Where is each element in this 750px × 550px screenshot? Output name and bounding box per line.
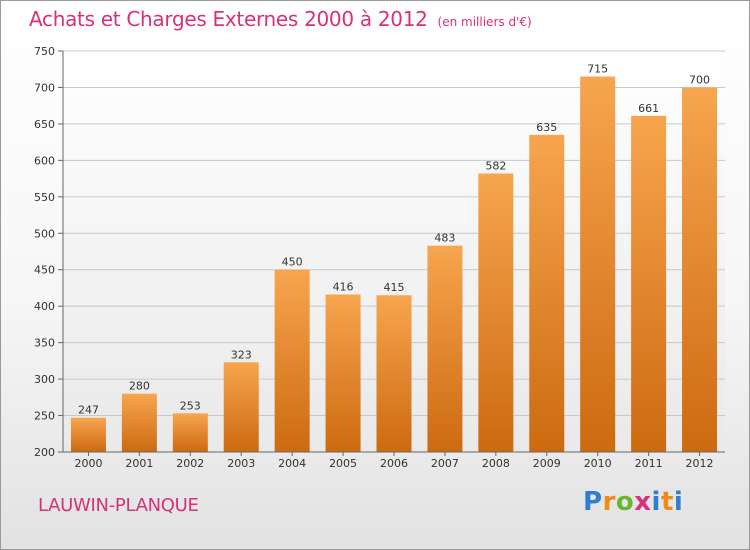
- bar-2003: [223, 362, 259, 452]
- bar-2012: [682, 87, 718, 453]
- data-label-2002: 253: [180, 399, 201, 412]
- data-label-2009: 635: [536, 121, 557, 134]
- x-tick-label-2004: 2004: [278, 457, 306, 470]
- logo-letter: o: [615, 487, 635, 517]
- x-tick-label-2006: 2006: [380, 457, 408, 470]
- data-label-2004: 450: [282, 256, 303, 269]
- bar-2000: [70, 417, 106, 452]
- bar-2009: [529, 134, 565, 452]
- x-tick-label-2011: 2011: [635, 457, 663, 470]
- logo-letter: x: [634, 487, 652, 517]
- data-label-2008: 582: [485, 159, 506, 172]
- y-tick-label: 350: [34, 337, 55, 350]
- x-tick-label-2003: 2003: [227, 457, 255, 470]
- x-axis-ticks: 2000 2001 2002 2003 2004 2005 2006 2007 2008 2009…: [74, 452, 714, 470]
- chart-unit-label: (en milliers d'€): [437, 15, 532, 29]
- x-tick-label-2007: 2007: [431, 457, 459, 470]
- logo-letter: t: [660, 487, 674, 517]
- bar-2010: [580, 76, 616, 452]
- x-tick-label-2009: 2009: [533, 457, 561, 470]
- x-tick-label-2012: 2012: [686, 457, 714, 470]
- x-tick-label-2001: 2001: [125, 457, 153, 470]
- y-tick-label: 750: [34, 45, 55, 58]
- x-tick-label-2000: 2000: [74, 457, 102, 470]
- data-label-2000: 247: [78, 404, 99, 417]
- y-tick-label: 700: [34, 81, 55, 94]
- data-label-2003: 323: [231, 348, 252, 361]
- commune-name: LAUWIN-PLANQUE: [38, 495, 199, 516]
- bar-2004: [274, 269, 310, 452]
- data-label-2001: 280: [129, 380, 150, 393]
- y-tick-label: 650: [34, 118, 55, 131]
- chart-title-text: Achats et Charges Externes 2000 à 2012: [29, 7, 428, 31]
- x-tick-label-2005: 2005: [329, 457, 357, 470]
- x-tick-label-2002: 2002: [176, 457, 204, 470]
- bars: [70, 76, 718, 453]
- y-axis-ticks: 200 250 300 350 400 450 500 550 600 650 700 750: [34, 45, 63, 459]
- y-tick-label: 400: [34, 300, 55, 313]
- data-labels: 247 280 253 323 450 416 415 483 582 635 715 661 700: [78, 63, 710, 417]
- bar-2006: [376, 295, 412, 452]
- bar-2011: [631, 115, 667, 452]
- y-tick-label: 250: [34, 410, 55, 423]
- x-tick-label-2010: 2010: [584, 457, 612, 470]
- data-label-2007: 483: [434, 232, 455, 245]
- bar-2002: [172, 413, 208, 452]
- chart-title: Achats et Charges Externes 2000 à 2012 (e…: [29, 7, 532, 31]
- bar-2007: [427, 245, 463, 452]
- logo-letter: P: [583, 487, 603, 517]
- data-label-2005: 416: [333, 281, 354, 294]
- bar-2005: [325, 294, 361, 452]
- bar-2008: [478, 173, 514, 452]
- proxiti-logo: Proxiti: [583, 487, 683, 517]
- data-label-2012: 700: [689, 73, 710, 86]
- y-tick-label: 300: [34, 373, 55, 386]
- bar-2001: [121, 393, 157, 452]
- logo-letter: r: [602, 487, 616, 517]
- y-tick-label: 500: [34, 227, 55, 240]
- y-tick-label: 600: [34, 154, 55, 167]
- data-label-2010: 715: [587, 63, 608, 76]
- y-tick-label: 550: [34, 191, 55, 204]
- x-tick-label-2008: 2008: [482, 457, 510, 470]
- data-label-2011: 661: [638, 102, 659, 115]
- logo-letter: i: [673, 487, 684, 517]
- y-tick-label: 450: [34, 264, 55, 277]
- logo-letter: i: [651, 487, 661, 517]
- y-tick-label: 200: [34, 446, 55, 459]
- data-label-2006: 415: [384, 281, 405, 294]
